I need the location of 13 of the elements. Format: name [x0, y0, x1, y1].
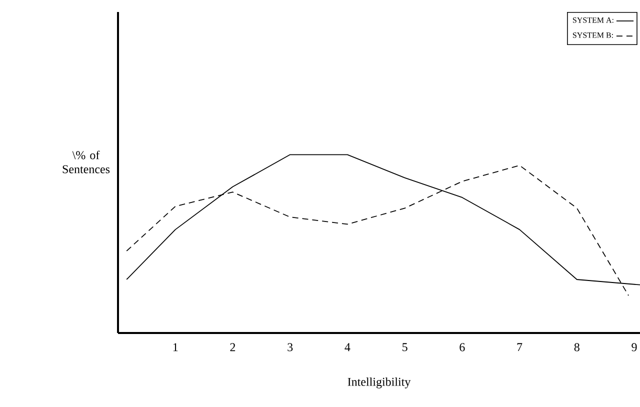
y-axis-title: \% of Sentences — [62, 150, 110, 174]
x-axis-title: Intelligibility — [348, 377, 411, 388]
x-tick-label: 2 — [230, 343, 236, 352]
legend-label: SYSTEM B: — [572, 32, 613, 38]
x-tick-label: 1 — [173, 343, 178, 352]
x-tick-label: 8 — [574, 343, 580, 352]
x-tick-label: 6 — [460, 343, 465, 352]
x-tick-label: 5 — [402, 343, 408, 352]
x-tick-label: 7 — [517, 343, 522, 352]
x-tick-label: 9 — [632, 343, 637, 352]
x-tick-label: 4 — [344, 343, 350, 352]
x-tick-label: 3 — [288, 343, 293, 352]
legend-label: SYSTEM A: — [572, 17, 614, 23]
